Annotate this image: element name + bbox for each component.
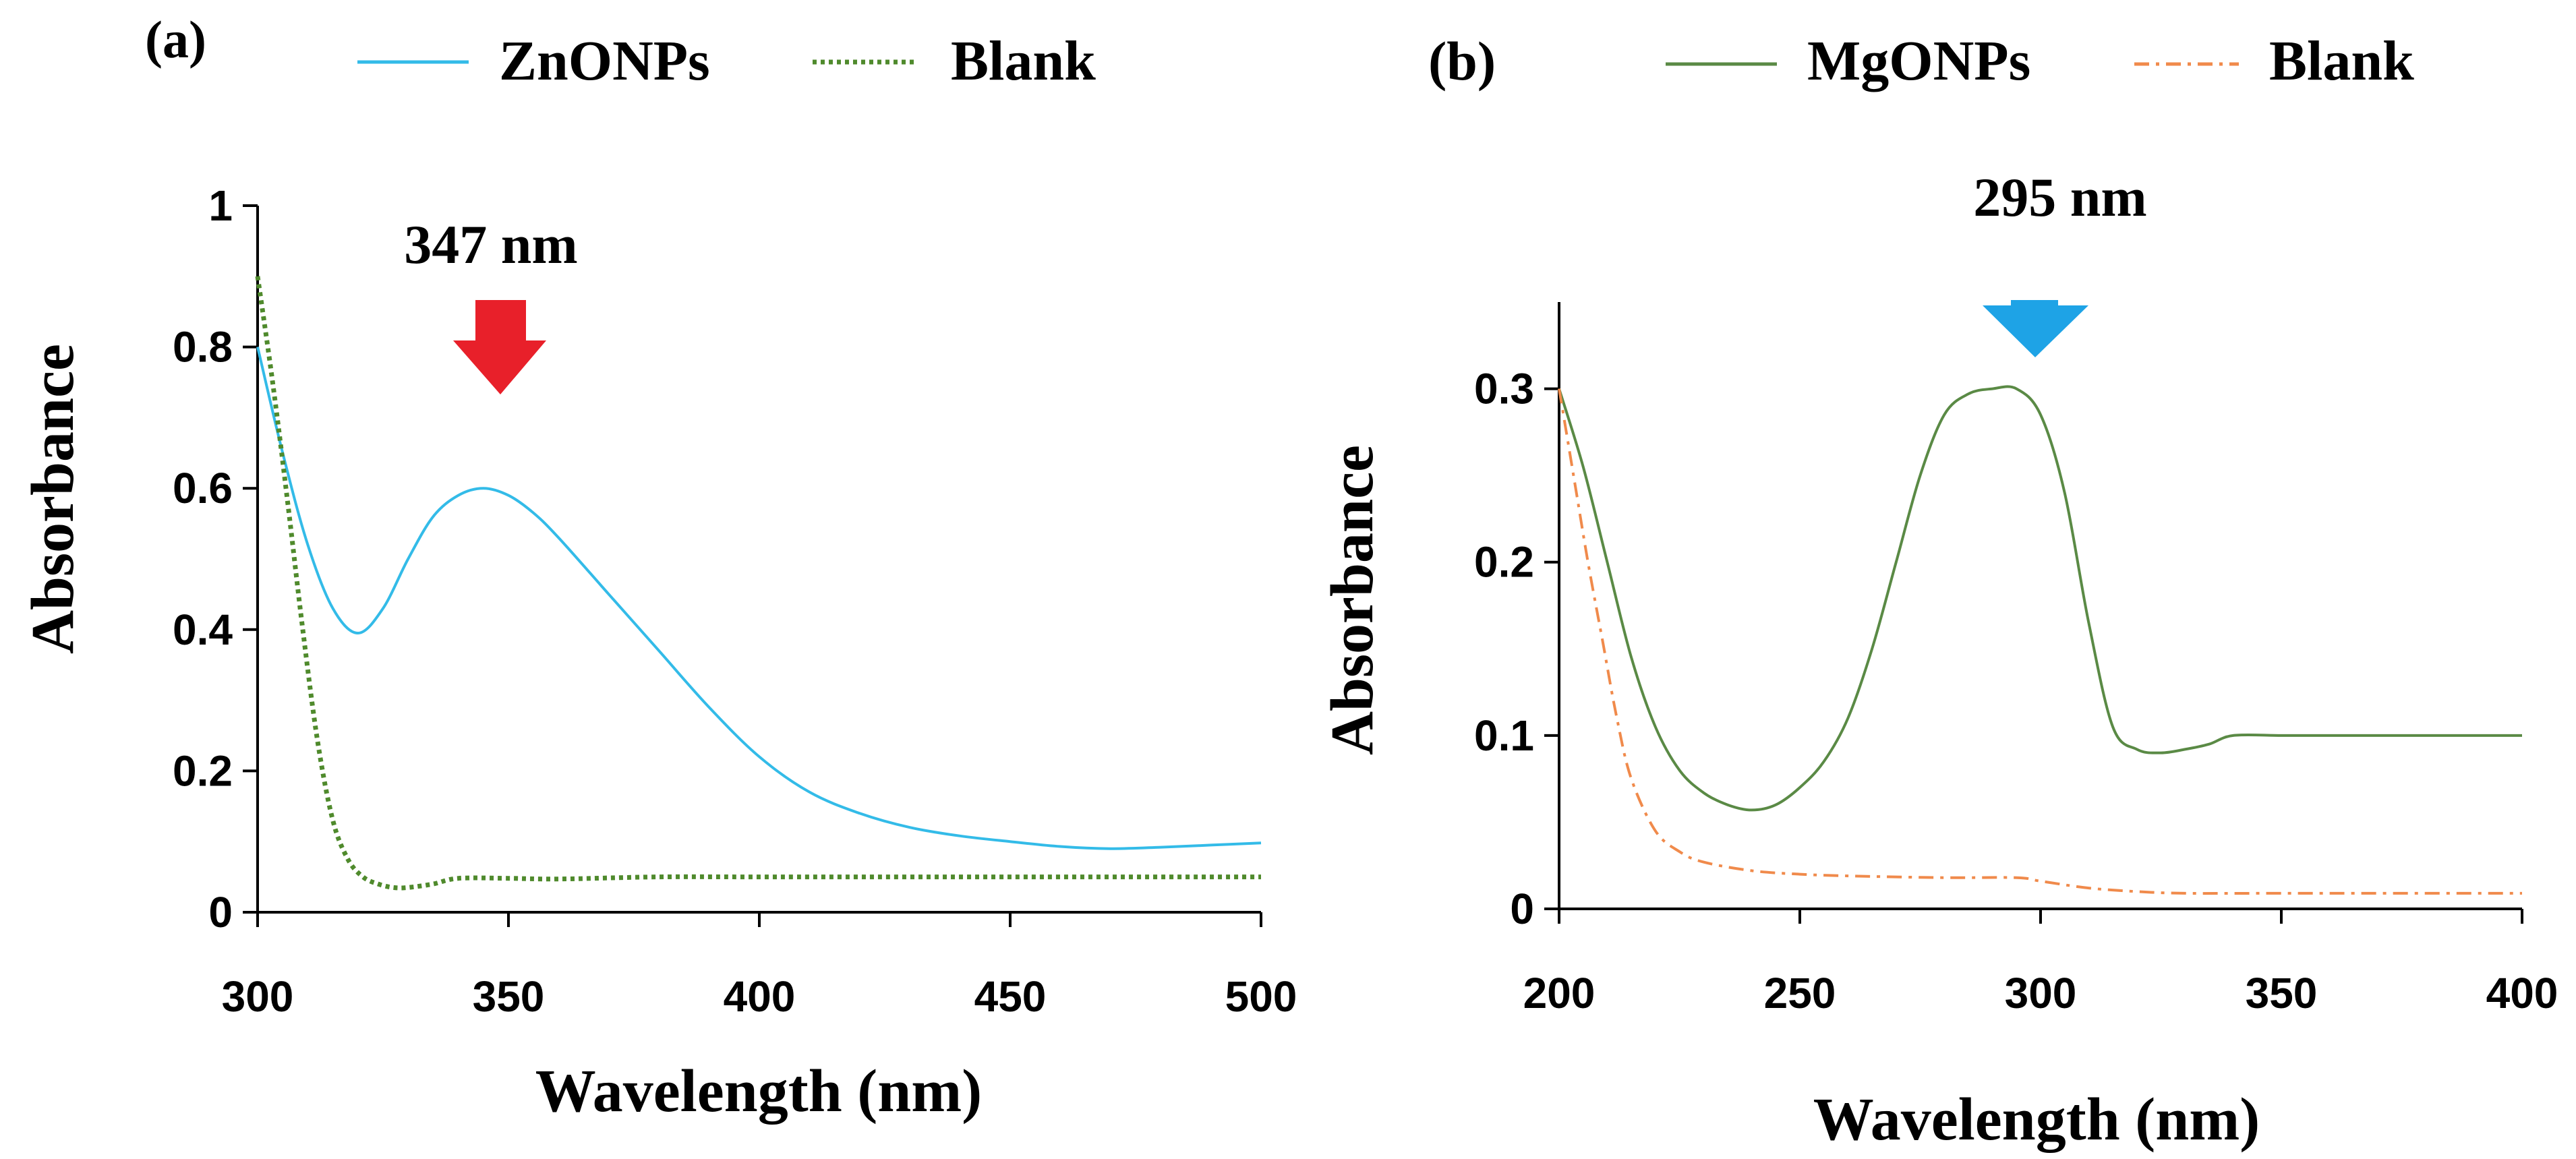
series-line-blank: [1558, 388, 2522, 895]
x-ticks-b: 200 250 300 350 400: [1523, 909, 2558, 1017]
x-axis-title-b: Wavelength (nm): [1813, 1086, 2260, 1153]
panel-b-label: (b): [1428, 30, 1496, 92]
y-tick-label: 0.1: [1474, 711, 1534, 760]
y-tick-label: 0.8: [173, 323, 233, 372]
x-tick-label: 300: [222, 972, 294, 1021]
y-tick-label: 0.2: [173, 746, 233, 795]
panel-a: (a) ZnONPs Blank 347 nm 0 0.2 0.4 0.6 0.8 1 3…: [20, 10, 1297, 1125]
y-tick-label: 0.3: [1474, 365, 1534, 413]
down-arrow-icon: [1983, 300, 2088, 357]
x-tick-label: 400: [724, 972, 796, 1021]
y-ticks-a: 0 0.2 0.4 0.6 0.8 1: [173, 181, 258, 937]
series-line-znonps: [256, 347, 1262, 850]
legend-b-label-blank: Blank: [2269, 30, 2414, 92]
x-ticks-a: 300 350 400 450 500: [222, 912, 1297, 1021]
series-a: [255, 276, 1262, 891]
series-line-blank: [255, 276, 1261, 891]
x-tick-label: 350: [2246, 969, 2318, 1017]
series-b: [1558, 385, 2522, 895]
x-tick-label: 450: [974, 972, 1047, 1021]
x-tick-label: 300: [2005, 969, 2077, 1017]
panel-a-label: (a): [145, 10, 206, 69]
x-tick-label: 200: [1523, 969, 1596, 1017]
x-tick-label: 400: [2486, 969, 2558, 1017]
x-axis-title-a: Wavelength (nm): [535, 1058, 982, 1125]
legend-a-label-zno: ZnONPs: [499, 30, 710, 92]
y-tick-label: 0: [1510, 885, 1534, 933]
y-axis-title-a: Absorbance: [20, 344, 86, 654]
y-tick-label: 0.6: [173, 464, 233, 512]
x-tick-label: 500: [1225, 972, 1297, 1021]
series-line-mgonps: [1558, 385, 2522, 812]
panel-b: (b) MgONPs Blank 295 nm 0 0.1 0.2 0.3 200 25…: [1319, 30, 2558, 1153]
y-tick-label: 0: [208, 888, 233, 937]
legend-b-label-mgo: MgONPs: [1807, 30, 2030, 92]
x-tick-label: 350: [473, 972, 545, 1021]
legend-a-label-blank: Blank: [951, 30, 1096, 92]
y-tick-label: 0.4: [173, 605, 233, 654]
down-arrow-icon: [453, 300, 546, 394]
y-tick-label: 1: [208, 181, 233, 230]
y-ticks-b: 0 0.1 0.2 0.3: [1474, 365, 1559, 933]
y-tick-label: 0.2: [1474, 538, 1534, 587]
x-tick-label: 250: [1764, 969, 1836, 1017]
y-axis-title-b: Absorbance: [1319, 445, 1386, 755]
annotation-b-text: 295 nm: [1973, 167, 2146, 228]
annotation-a-text: 347 nm: [404, 214, 577, 275]
